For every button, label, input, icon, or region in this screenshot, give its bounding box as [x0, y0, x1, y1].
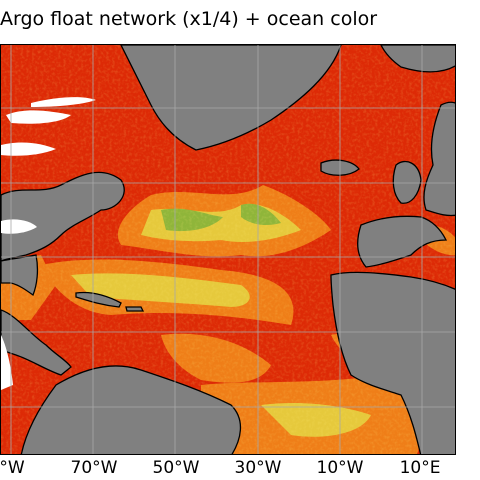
land-cuba	[75, 291, 122, 308]
lon-tick-label: °W	[0, 458, 25, 478]
landmasses	[1, 45, 455, 454]
land-north-america	[1, 171, 125, 262]
land-western-europe	[357, 215, 448, 268]
land-central-america	[1, 309, 72, 376]
lon-tick-label: 50°W	[152, 458, 200, 478]
lon-tick-label: 10°E	[399, 458, 441, 478]
ice-patch-coast	[1, 335, 13, 390]
land-british-isles	[392, 160, 422, 204]
lon-tick-label: 30°W	[234, 458, 282, 478]
land-scandinavia	[423, 101, 455, 217]
lon-tick-label: 10°W	[316, 458, 364, 478]
land-africa	[330, 271, 455, 454]
ice-patches	[1, 97, 96, 390]
land-us-southeast	[1, 254, 39, 297]
map-title: Argo float network (x1/4) + ocean color	[0, 8, 378, 30]
ice-patch-4	[31, 97, 96, 107]
ice-patch-3	[1, 219, 37, 234]
lon-tick-label: 70°W	[70, 458, 118, 478]
map-panel	[0, 44, 456, 455]
map-gridlines	[1, 45, 455, 454]
land-south-america	[20, 365, 242, 454]
ocean-color-map	[1, 45, 455, 454]
ice-patch-2	[1, 142, 56, 156]
land-greenland	[120, 45, 342, 151]
land-hispaniola	[125, 306, 145, 312]
ice-patch-1	[6, 110, 71, 124]
land-arctic-islands	[380, 45, 455, 73]
